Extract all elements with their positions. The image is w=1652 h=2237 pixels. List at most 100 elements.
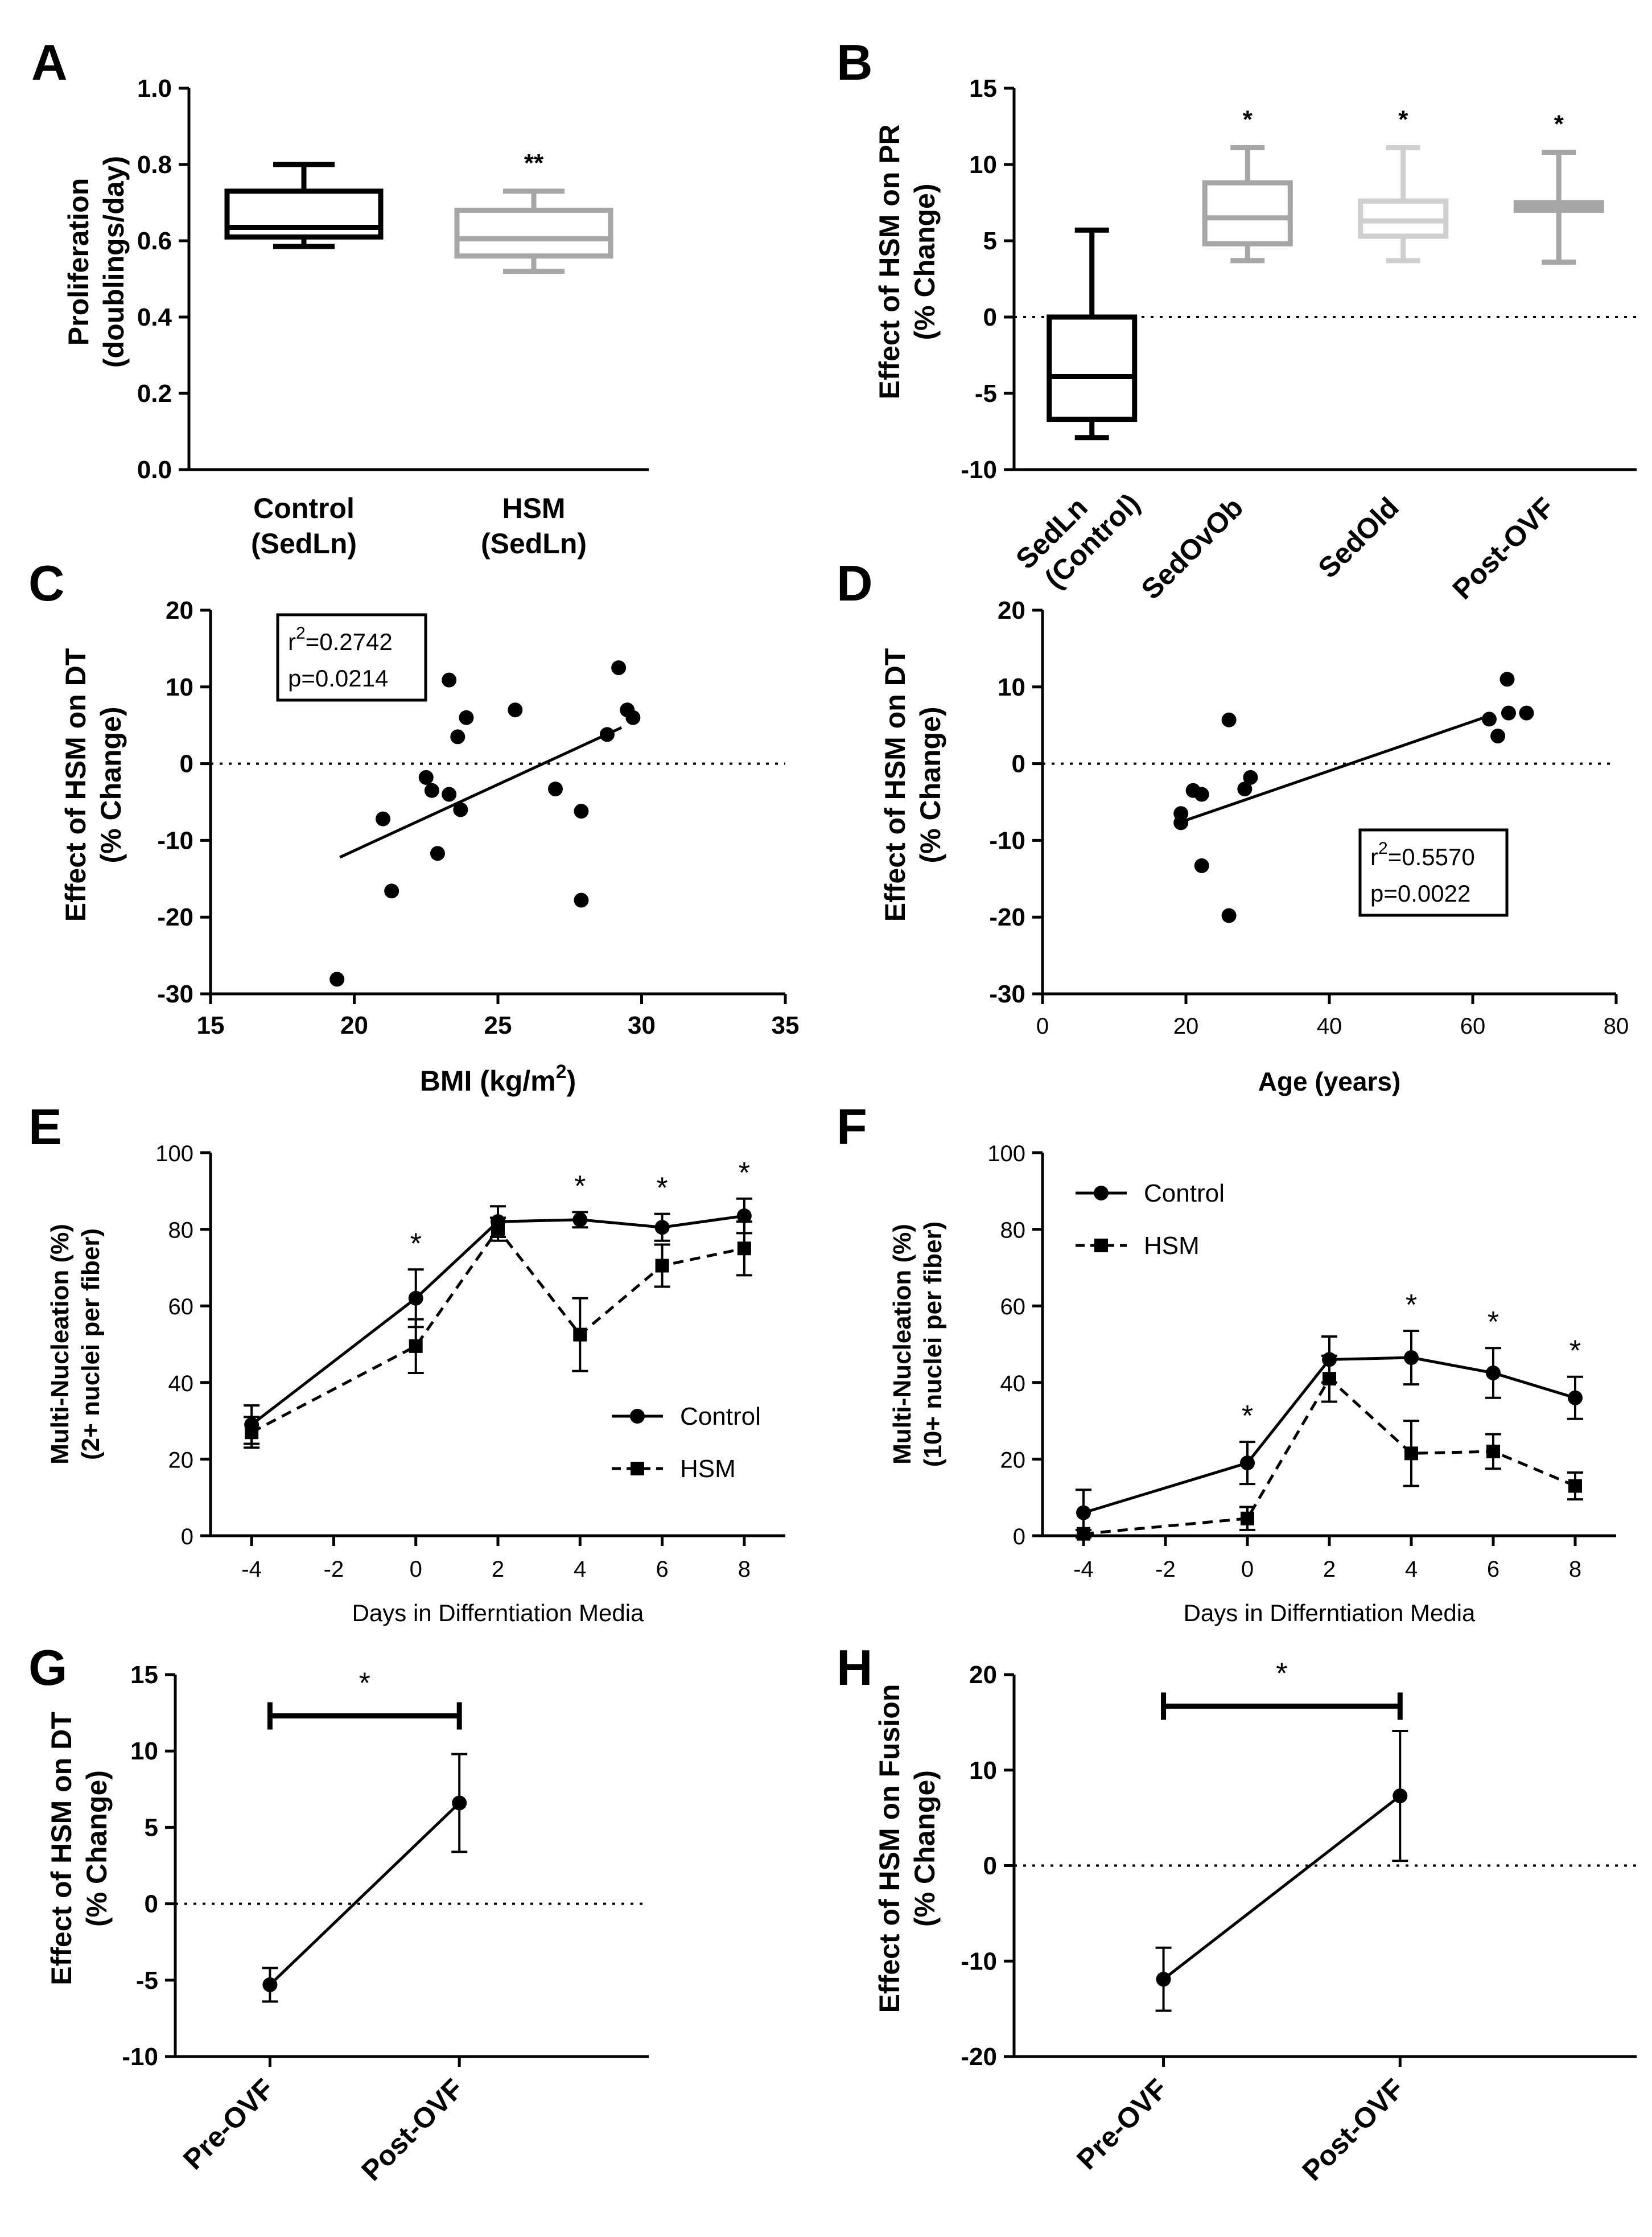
scatter-point (424, 783, 439, 798)
x-tick-label: 40 (1317, 1014, 1342, 1039)
scatter-point (508, 702, 523, 718)
y-axis-label-line: Effect of HSM on DT (46, 1712, 77, 1985)
data-point-circle (1486, 1365, 1501, 1380)
scatter-point (329, 972, 345, 987)
y-axis-label-line: Multi-Nucleation (%) (888, 1224, 916, 1465)
x-tick-label: -4 (1073, 1557, 1094, 1582)
y-axis-label-line: (10+ nuclei per fiber) (919, 1222, 947, 1467)
scatter-point (1237, 782, 1253, 797)
panel-b: B -10 -5 0 5 10 15 Effect of HSM on PR (% Change… (837, 34, 1637, 606)
x-tick-label: 2 (492, 1557, 504, 1582)
y-tick-label: -20 (989, 903, 1025, 931)
scatter-point (453, 802, 468, 817)
scatter-point (1519, 705, 1534, 721)
legend-marker-circle (1094, 1186, 1109, 1200)
significance-marker: * (1554, 110, 1564, 138)
panel-d: D -30 -20 -10 0 10 20 0 20 40 60 80 Effect of HSM on… (837, 555, 1629, 1096)
scatter-point (611, 660, 627, 676)
category-label: Post-OVF (1447, 491, 1561, 606)
y-axis-label-line: Effect of HSM on DT (879, 648, 911, 922)
y-axis-label-line: Effect of HSM on PR (874, 124, 905, 399)
y-tick-label: 40 (1000, 1371, 1026, 1396)
scatter-point (1243, 770, 1258, 785)
stats-r-value: =0.5570 (1388, 844, 1475, 870)
stats-box: r2=0.5570 p=0.0022 (1358, 828, 1509, 917)
y-tick-label: 10 (969, 1757, 997, 1784)
category-label: Control (253, 492, 355, 524)
y-tick-label: 40 (168, 1371, 194, 1396)
category-label: SedOld (1312, 491, 1404, 584)
data-point-square (1323, 1372, 1336, 1386)
panel-letter: B (837, 34, 873, 91)
y-tick-label: 100 (155, 1141, 193, 1166)
y-tick-label: 0 (145, 1890, 158, 1918)
y-tick-label: 100 (987, 1141, 1025, 1166)
data-point (262, 1977, 278, 1992)
scatter-point (1481, 712, 1497, 727)
x-tick-label: 60 (1460, 1014, 1486, 1039)
significance-marker: ** (524, 149, 544, 177)
panel-h: H -20 -10 0 10 20 Effect of HSM on Fusion (% Ch… (837, 1639, 1637, 2187)
y-axis-label: Effect of HSM on DT (% Change) (879, 648, 946, 922)
panel-f: F 0 20 40 60 80 100 -4 -2 0 2 4 6 8 Multi-Nucleation (… (837, 1099, 1616, 1626)
data-point-circle (408, 1290, 423, 1306)
category-label-line: SedOld (1312, 491, 1404, 584)
stats-box-frame (1358, 828, 1509, 917)
x-tick-label: 0 (1036, 1014, 1049, 1039)
y-axis-label: Multi-Nucleation (%) (2+ nuclei per fiber… (46, 1224, 105, 1465)
scatter-point (384, 883, 399, 899)
y-tick-label: 1.0 (137, 75, 172, 102)
significance-marker: * (1276, 1657, 1287, 1690)
y-axis-label: Effect of HSM on PR (% Change) (874, 124, 941, 399)
category-label: (SedLn) (251, 528, 357, 560)
panel-letter: H (837, 1639, 873, 1696)
box-iqr (1047, 314, 1138, 422)
significance-marker: * (1406, 1289, 1417, 1322)
significance-marker: * (1398, 106, 1408, 134)
significance-bracket: * (267, 1667, 462, 1730)
category-label: Pre-OVF (1070, 2072, 1173, 2176)
data-point-square (1241, 1511, 1254, 1525)
stats-superscript: 2 (1378, 839, 1388, 858)
legend-label: Control (680, 1403, 761, 1430)
data-point-square (1077, 1527, 1090, 1541)
y-axis-label-line: (% Change) (909, 184, 941, 340)
regression-line (1180, 714, 1492, 824)
y-tick-label: -20 (157, 903, 193, 931)
stats-box-frame (276, 613, 427, 702)
x-tick-label: 30 (628, 1011, 656, 1039)
y-tick-label: -5 (136, 1967, 158, 1995)
scatter-point (450, 729, 465, 745)
scatter-point (442, 672, 457, 688)
series-line (250, 1227, 745, 1434)
significance-marker: * (739, 1157, 750, 1190)
scatter-point (376, 811, 390, 826)
y-tick-label: 15 (969, 75, 997, 102)
data-point-square (1568, 1479, 1582, 1493)
significance-bracket: * (1161, 1657, 1403, 1720)
y-tick-label: -10 (961, 456, 997, 484)
scatter-point (1499, 672, 1515, 687)
panel-letter: F (837, 1099, 867, 1155)
y-tick-label: 0.8 (137, 151, 172, 179)
y-tick-label: -10 (122, 2043, 158, 2071)
data-point (452, 1795, 467, 1811)
significance-marker: * (359, 1667, 370, 1700)
y-tick-label: 10 (969, 151, 997, 179)
y-axis-label: Effect of HSM on DT (% Change) (46, 1712, 113, 1985)
category-label: HSM (502, 492, 565, 524)
data-point (1156, 1972, 1171, 1987)
y-axis-label-line: (2+ nuclei per fiber) (77, 1228, 105, 1460)
data-point-square (245, 1425, 259, 1440)
y-tick-label: -10 (989, 826, 1025, 854)
y-axis-label-line: Effect of HSM on DT (60, 648, 92, 922)
y-tick-label: 5 (145, 1814, 158, 1841)
legend: Control HSM (1076, 1179, 1225, 1260)
x-tick-label: 2 (1323, 1557, 1336, 1582)
category-label: Post-OVF (355, 2072, 469, 2187)
y-tick-label: 20 (969, 1661, 997, 1689)
stats-r-squared: r2=0.5570 (1370, 839, 1475, 870)
box-1: Control (SedLn) (224, 162, 384, 560)
y-axis-label-line: (doublings/day) (98, 156, 130, 368)
y-tick-label: 0 (983, 303, 997, 331)
